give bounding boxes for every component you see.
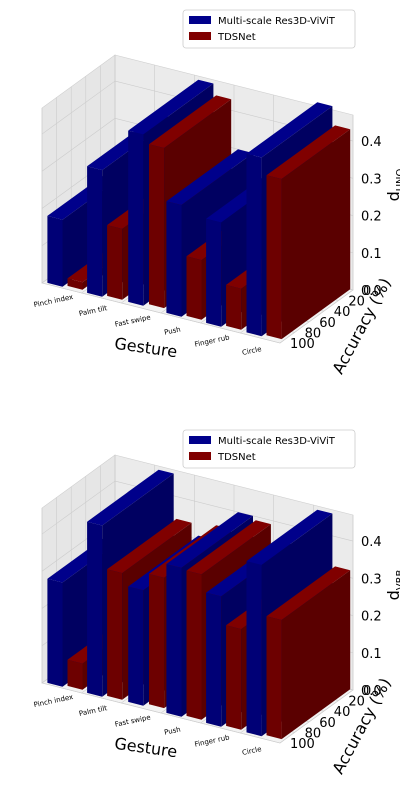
accuracy-tick: 100 xyxy=(290,337,315,352)
bar-front xyxy=(128,131,143,306)
bar-front xyxy=(166,201,181,317)
accuracy-tick: 40 xyxy=(334,705,351,720)
bar-front xyxy=(107,569,122,699)
bar-front xyxy=(187,571,202,720)
z-tick: 0.2 xyxy=(361,210,382,225)
bar-front xyxy=(87,522,102,697)
gesture-tick: Finger rub xyxy=(194,333,231,348)
bar-front xyxy=(267,175,282,339)
bar-front xyxy=(206,219,221,327)
legend-swatch xyxy=(189,32,211,40)
legend: Multi-scale Res3D-ViViT TDSNet xyxy=(183,10,355,48)
gesture-tick: Palm tilt xyxy=(78,304,108,318)
z-tick: 0.3 xyxy=(361,172,382,187)
bar-front xyxy=(247,154,262,337)
gesture-tick: Push xyxy=(163,725,181,736)
legend-label: Multi-scale Res3D-ViViT xyxy=(218,16,336,27)
bar-front xyxy=(47,579,62,687)
legend-label: Multi-scale Res3D-ViViT xyxy=(218,436,336,447)
bar-front xyxy=(247,561,262,736)
gesture-tick: Fast swipe xyxy=(114,713,151,728)
gesture-tick: Circle xyxy=(241,345,262,357)
legend-swatch xyxy=(189,16,211,24)
chart-vrb: Pinch index Palm tilt Fast swipe Push Finger… xyxy=(0,420,400,800)
z-tick: 0.4 xyxy=(361,535,382,550)
bar-front xyxy=(206,593,221,727)
chart-unq: Pinch index Palm tilt Fast swipe Push Finger… xyxy=(0,0,400,400)
z-tick: 0.3 xyxy=(361,572,382,587)
bar-front xyxy=(166,564,181,717)
bar-front xyxy=(226,625,241,729)
gesture-tick: Finger rub xyxy=(194,733,231,748)
z-tick: 0.2 xyxy=(361,610,382,625)
legend-label: TDSNet xyxy=(217,452,256,463)
bar-front xyxy=(149,574,164,708)
z-axis-label: dVRB xyxy=(384,569,400,600)
bar-front xyxy=(187,256,202,319)
z-tick: 0.1 xyxy=(361,647,382,662)
bar-front xyxy=(267,616,282,739)
x-axis-label: Gesture xyxy=(113,734,178,762)
legend-swatch xyxy=(189,452,211,460)
gesture-tick: Pinch index xyxy=(33,293,74,309)
bar-front xyxy=(226,285,241,330)
x-axis-label: Gesture xyxy=(113,334,178,362)
bar-front xyxy=(47,216,62,287)
bar-front xyxy=(107,225,122,300)
accuracy-tick: 40 xyxy=(334,305,351,320)
gesture-tick: Palm tilt xyxy=(78,704,108,718)
accuracy-tick: 100 xyxy=(290,737,315,752)
accuracy-tick: 60 xyxy=(319,316,336,331)
z-tick: 0.1 xyxy=(361,247,382,262)
legend-label: TDSNet xyxy=(217,32,256,43)
bar-front xyxy=(149,144,164,308)
gesture-tick: Pinch index xyxy=(33,693,74,709)
z-tick: 0.4 xyxy=(361,135,382,150)
legend-swatch xyxy=(189,436,211,444)
gesture-tick: Fast swipe xyxy=(114,313,151,328)
bar-front xyxy=(68,660,83,690)
bar-front xyxy=(87,166,102,296)
z-axis-label: dUNQ xyxy=(384,168,400,201)
gesture-tick: Circle xyxy=(241,745,262,757)
legend: Multi-scale Res3D-ViViT TDSNet xyxy=(183,430,355,468)
accuracy-tick: 60 xyxy=(319,716,336,731)
gesture-tick: Push xyxy=(163,325,181,336)
bar-front xyxy=(128,587,143,706)
